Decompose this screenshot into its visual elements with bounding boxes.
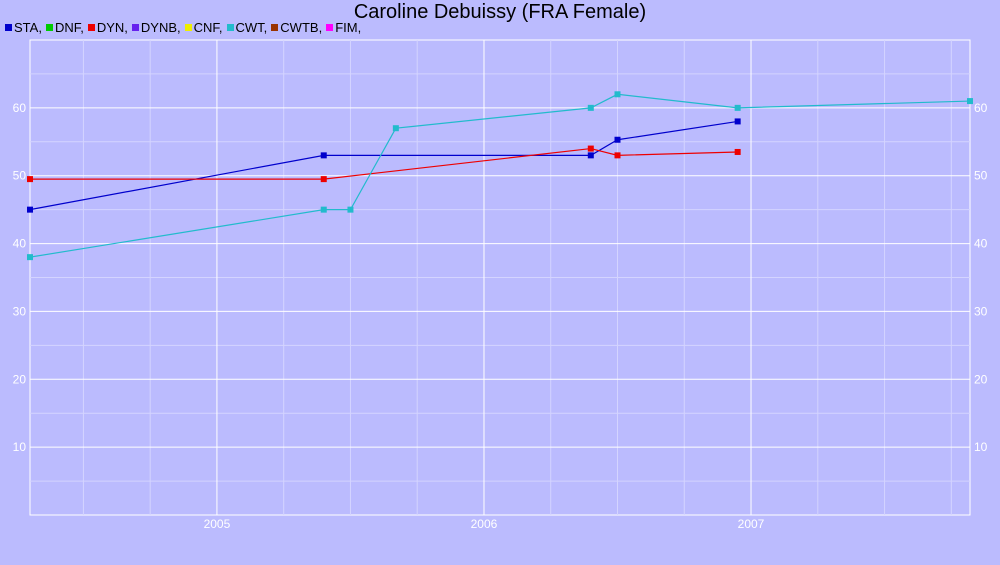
- legend-label: CNF,: [193, 20, 223, 35]
- y-tick-label: 30: [13, 304, 27, 318]
- data-point-sta: [320, 152, 327, 159]
- data-point-sta: [614, 136, 621, 143]
- x-tick-label: 2006: [471, 517, 498, 531]
- y-tick-label-right: 40: [974, 237, 988, 251]
- data-point-sta: [587, 152, 594, 159]
- y-tick-label: 60: [13, 101, 27, 115]
- data-point-cwt: [734, 104, 741, 111]
- legend-swatch: [326, 24, 334, 31]
- legend-swatch: [131, 24, 139, 31]
- legend: STA, DNF, DYN, DYNB, CNF, CWT, CWTB, FIM,: [5, 20, 365, 36]
- legend-label: CWT,: [235, 20, 268, 35]
- data-point-dyn: [27, 176, 33, 183]
- y-tick-label-right: 30: [974, 304, 988, 318]
- y-tick-label: 10: [13, 440, 27, 454]
- legend-item: DYNB,: [131, 20, 181, 36]
- legend-item: FIM,: [326, 20, 361, 36]
- legend-swatch: [5, 24, 12, 31]
- legend-label: CWTB,: [280, 20, 323, 35]
- legend-label: FIM,: [335, 20, 362, 35]
- y-tick-label: 40: [13, 237, 27, 251]
- legend-item: CWTB,: [271, 20, 322, 36]
- legend-label: STA,: [14, 20, 42, 35]
- legend-item: CNF,: [184, 20, 223, 36]
- legend-swatch: [184, 24, 192, 31]
- y-tick-label-right: 20: [974, 372, 988, 386]
- data-point-cwt: [347, 206, 354, 213]
- y-tick-label-right: 50: [974, 169, 988, 183]
- data-point-cwt: [587, 104, 594, 111]
- y-tick-label-right: 60: [974, 101, 988, 115]
- data-point-dyn: [614, 152, 621, 159]
- legend-item: DYN,: [87, 20, 128, 36]
- data-point-dyn: [320, 176, 327, 183]
- chart-title: Caroline Debuissy (FRA Female): [353, 1, 647, 23]
- data-point-cwt: [614, 91, 621, 98]
- data-point-cwt: [392, 125, 399, 132]
- y-tick-label-right: 10: [974, 440, 988, 454]
- legend-label: DYN,: [96, 20, 128, 35]
- data-point-dyn: [587, 145, 594, 152]
- legend-item: STA,: [5, 20, 42, 36]
- legend-item: DNF,: [45, 20, 84, 36]
- data-point-sta: [27, 206, 33, 213]
- x-tick-label: 2007: [738, 517, 765, 531]
- x-tick-label: 2005: [204, 517, 231, 531]
- data-point-cwt: [967, 98, 973, 105]
- data-point-cwt: [320, 206, 327, 213]
- legend-label: DYNB,: [140, 20, 181, 35]
- legend-label: DNF,: [54, 20, 84, 35]
- data-point-sta: [734, 118, 741, 125]
- legend-swatch: [226, 24, 234, 31]
- data-point-dyn: [734, 148, 741, 155]
- data-point-cwt: [27, 254, 33, 261]
- legend-swatch: [45, 24, 53, 31]
- series-line-cwt: [29, 93, 971, 258]
- y-tick-label: 20: [13, 372, 27, 386]
- legend-item: CWT,: [226, 20, 268, 36]
- legend-swatch: [87, 24, 95, 31]
- legend-swatch: [271, 24, 279, 31]
- y-tick-label: 50: [13, 169, 27, 183]
